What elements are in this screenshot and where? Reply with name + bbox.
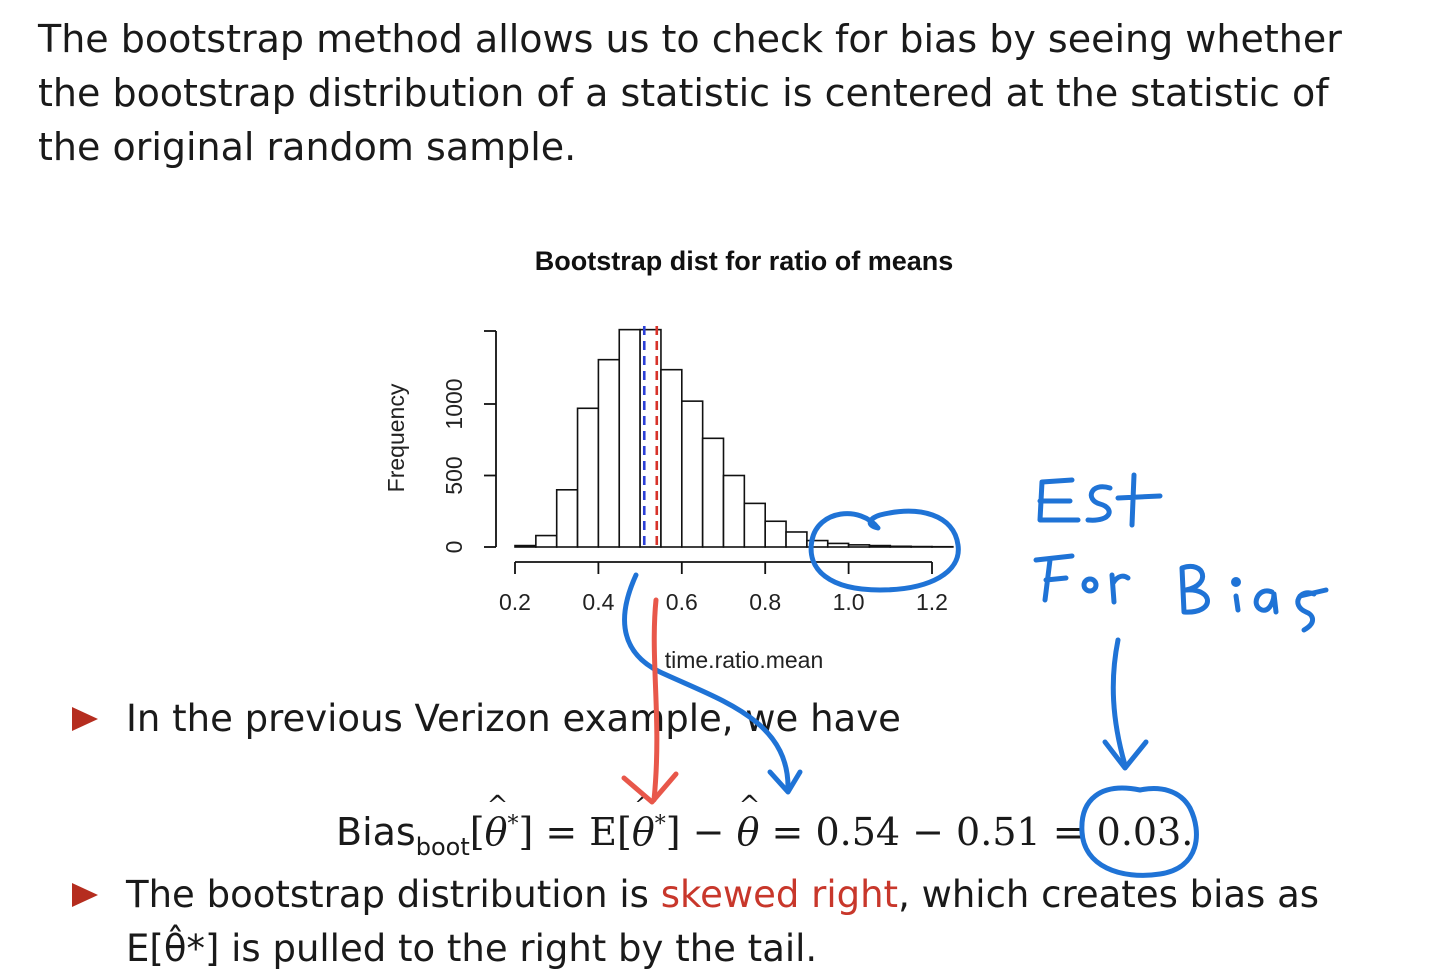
eq-bias-label: Bias [336,810,416,854]
y-tick-label: 500 [441,456,467,494]
histogram-bar [660,368,683,548]
bullet-text-pre: The bootstrap distribution is [126,873,661,916]
histogram-bar [618,328,641,548]
eq-theta-hat-3: θ [737,779,761,859]
histogram-bar [535,534,558,548]
y-axis-label: Frequency [383,383,409,492]
histogram-bar [868,544,892,548]
histogram-bar [764,520,787,548]
histogram-chart: Bootstrap dist for ratio of means 0.2 0.4 0… [383,246,954,673]
histogram-bar [743,502,766,548]
histogram-bar [701,437,725,548]
histogram-bar [514,544,537,548]
x-tick-label: 1.0 [833,589,865,615]
x-axis-label: time.ratio.mean [665,647,824,673]
x-tick-label: 1.2 [916,589,948,615]
bullet-triangle-icon [72,883,98,907]
x-tick-label: 0.6 [666,589,698,615]
x-tick-label: 0.2 [499,589,531,615]
histogram-bar [847,544,871,548]
histogram-bar [806,539,829,548]
histogram-bar [555,488,579,548]
intro-paragraph: The bootstrap method allows us to check … [38,17,1342,169]
bias-equation: Biasboot[θ*] = E[θ*] − θ = 0.54 − 0.51 =… [336,779,1194,874]
histogram-bar [722,474,746,548]
skewed-right-highlight: skewed right [660,873,899,916]
eq-values: = 0.54 − 0.51 = 0.03. [759,810,1194,854]
y-tick-label: 0 [441,541,467,554]
y-tick-label: 1000 [441,378,467,429]
histogram-bar [785,531,808,548]
histogram-bar [889,545,912,548]
eq-subscript: boot [415,833,470,861]
histogram-bar [826,542,850,548]
x-tick-label: 0.8 [749,589,781,615]
bullet-text-post: , which creates bias as E[θ̂*] is pulled… [126,873,1320,970]
histogram-bar [680,400,704,548]
eq-theta-hat-2: θ [632,779,656,859]
histogram-bar [576,407,600,548]
bullet-triangle-icon [72,707,98,731]
eq-rest: ] − [665,810,737,854]
x-tick-label: 0.4 [582,589,614,615]
eq-star-1: * [507,812,519,837]
bullet-text: The bootstrap distribution is skewed rig… [126,868,1406,976]
eq-middle: ] = E[ [518,810,632,854]
eq-star-2: * [654,812,666,837]
histogram-bar [597,358,621,548]
bullet-text: In the previous Verizon example, we have [126,697,901,740]
chart-title: Bootstrap dist for ratio of means [535,246,954,276]
eq-theta-hat-1: θ [485,779,509,859]
